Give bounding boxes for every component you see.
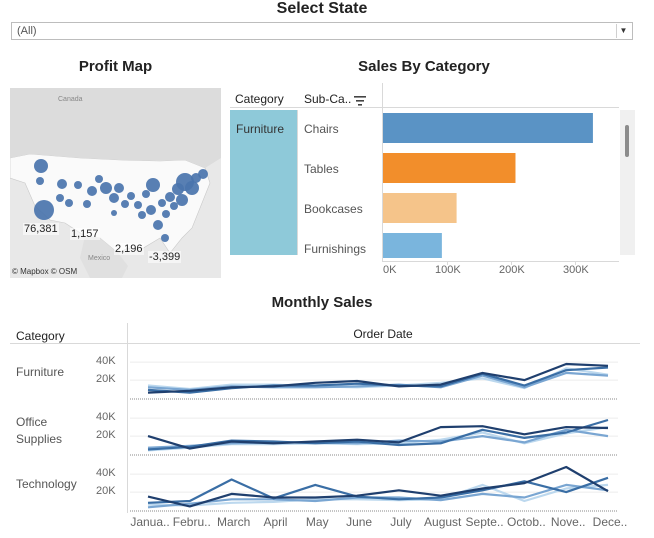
monthly-y-tick: 20K (96, 373, 116, 386)
month-tick: April (263, 515, 288, 529)
chevron-down-icon[interactable]: ▼ (616, 24, 630, 38)
subcategory-label[interactable]: Tables (304, 162, 339, 176)
sales-x-tick-mark (511, 261, 512, 265)
monthly-header-divider (10, 343, 640, 344)
scrollbar-track[interactable] (620, 110, 635, 255)
monthly-line-1-0[interactable] (147, 425, 609, 450)
monthly-y-tick: 40K (96, 411, 116, 424)
category-column-header[interactable]: Category (235, 92, 284, 106)
bar-furnishings[interactable] (383, 233, 442, 258)
map-bubbles (34, 159, 208, 242)
map-value-label: 2,196 (114, 243, 144, 255)
subcategory-divider (297, 110, 298, 255)
sales-x-tick: 300K (563, 264, 589, 276)
monthly-panel-1 (130, 417, 618, 456)
map-attribution: © Mapbox © OSM (12, 267, 78, 276)
month-tick: August (424, 515, 462, 529)
month-tick: June (346, 515, 373, 529)
month-tick: May (305, 515, 329, 529)
sales-by-category-title: Sales By Category (358, 58, 490, 75)
monthly-line-2-3[interactable] (147, 483, 609, 507)
bar-tables[interactable] (383, 153, 516, 183)
monthly-row-label-line: Supplies (16, 432, 63, 446)
subcategory-label[interactable]: Chairs (304, 122, 339, 136)
category-cell-furniture[interactable]: Furniture (230, 110, 297, 255)
bar-bookcases[interactable] (383, 193, 457, 223)
monthly-panel-2 (130, 465, 618, 512)
map-value-label: 1,157 (70, 228, 100, 240)
monthly-row-label-line: Office (16, 415, 48, 429)
sales-x-tick: 200K (499, 264, 525, 276)
monthly-sales-title: Monthly Sales (271, 294, 373, 311)
profit-map[interactable]: Canada Mexico 76,381 1,157 2,196 -3,399 … (10, 88, 221, 278)
bars-axis-line (382, 83, 383, 261)
select-state-title: Select State (276, 0, 368, 17)
month-tick: Febru.. (172, 515, 211, 529)
month-tick: July (390, 515, 412, 529)
monthly-row-label[interactable]: Furniture (16, 364, 64, 381)
category-cell-label: Furniture (236, 122, 285, 136)
month-tick: Septe.. (465, 515, 504, 529)
profit-map-title: Profit Map (78, 58, 153, 75)
monthly-line-2-1[interactable] (147, 476, 609, 504)
monthly-row-label-line: Technology (16, 477, 77, 491)
monthly-row-label[interactable]: Office Supplies (16, 414, 62, 448)
sales-x-tick-mark (447, 261, 448, 265)
monthly-y-tick: 40K (96, 355, 116, 368)
order-date-header[interactable]: Order Date (353, 327, 413, 341)
monthly-line-2-0[interactable] (147, 465, 609, 508)
state-dropdown-value: (All) (17, 25, 37, 37)
map-country-label-canada: Canada (58, 96, 83, 103)
sales-x-tick-mark (575, 261, 576, 265)
monthly-y-tick: 20K (96, 485, 116, 498)
monthly-panel-0 (130, 361, 618, 400)
sales-bars (383, 113, 593, 258)
monthly-axis-divider (127, 323, 128, 513)
monthly-y-tick: 40K (96, 467, 116, 480)
month-tick: March (216, 515, 251, 529)
map-value-label: 76,381 (23, 223, 59, 235)
monthly-row-label-line: Furniture (16, 365, 65, 379)
scrollbar-thumb[interactable] (625, 125, 629, 157)
state-dropdown[interactable]: (All) ▼ (11, 22, 633, 40)
subcategory-column-header[interactable]: Sub-Ca.. (304, 92, 352, 106)
map-canvas (10, 88, 221, 278)
monthly-row-label[interactable]: Technology (16, 476, 77, 493)
sales-x-tick: 0K (383, 264, 397, 276)
bar-chairs[interactable] (383, 113, 593, 143)
subcategory-label[interactable]: Furnishings (304, 242, 367, 256)
monthly-category-header[interactable]: Category (16, 329, 65, 343)
month-tick: Nove.. (550, 515, 586, 529)
sort-icon[interactable] (354, 93, 366, 106)
subcategory-label[interactable]: Bookcases (304, 202, 363, 216)
month-tick: Janua.. (130, 515, 170, 529)
map-country-label-mexico: Mexico (88, 255, 111, 262)
monthly-y-tick: 20K (96, 429, 116, 442)
bars-bottom-line (382, 261, 619, 262)
map-value-label: -3,399 (148, 251, 182, 263)
table-divider (230, 107, 619, 108)
sales-x-tick: 100K (435, 264, 461, 276)
monthly-line-0-0[interactable] (147, 362, 609, 394)
month-tick: Octob.. (507, 515, 546, 529)
month-tick: Dece.. (592, 515, 628, 529)
